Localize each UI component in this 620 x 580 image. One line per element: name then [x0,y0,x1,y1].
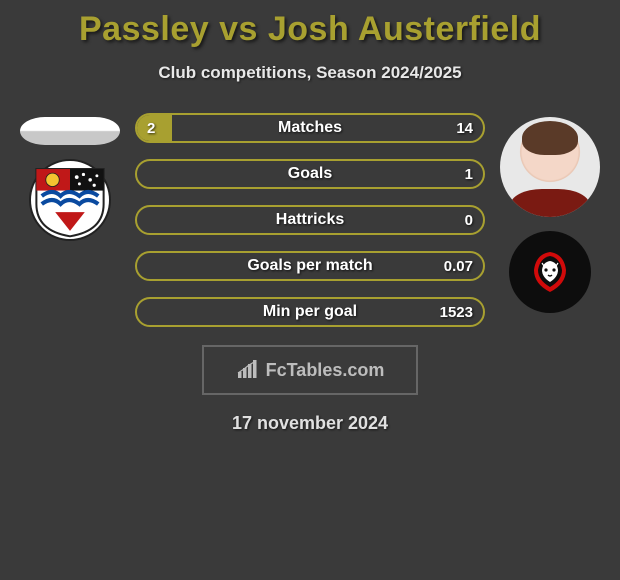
right-player-photo [500,117,600,217]
stat-bar: Min per goal 1523 [135,297,485,327]
right-player-column [495,111,605,313]
stat-bar: 2 Matches 14 [135,113,485,143]
right-club-badge [509,231,591,313]
date-text: 17 november 2024 [10,413,610,434]
stat-bar: Goals 1 [135,159,485,189]
salford-lion-icon [526,248,574,296]
bar-chart-icon [236,360,260,380]
stat-right-value: 14 [456,120,473,137]
left-player-photo [20,117,120,145]
watermark: FcTables.com [202,345,418,395]
stat-right-value: 0.07 [444,258,473,275]
stat-right-value: 0 [465,212,473,229]
stat-right-value: 1523 [440,304,473,321]
stat-right-value: 1 [465,166,473,183]
stat-label: Goals [288,165,332,183]
bromley-shield-icon [31,161,109,239]
hair-icon [522,121,578,155]
stat-bar: Hattricks 0 [135,205,485,235]
shirt-icon [510,189,590,217]
stat-label: Min per goal [263,303,357,321]
page-title: Passley vs Josh Austerfield [10,10,610,49]
left-club-badge [29,159,111,241]
stat-label: Goals per match [247,257,372,275]
main-row: 2 Matches 14 Goals 1 Hattricks 0 Goals per matc… [10,111,610,327]
left-player-column [15,111,125,241]
stat-bar: Goals per match 0.07 [135,251,485,281]
comparison-card: Passley vs Josh Austerfield Club competi… [0,0,620,442]
stat-label: Hattricks [276,211,344,229]
stat-left-value: 2 [147,120,155,137]
watermark-text: FcTables.com [266,360,385,381]
stat-label: Matches [278,119,342,137]
page-subtitle: Club competitions, Season 2024/2025 [10,63,610,83]
stats-column: 2 Matches 14 Goals 1 Hattricks 0 Goals per matc… [135,111,485,327]
